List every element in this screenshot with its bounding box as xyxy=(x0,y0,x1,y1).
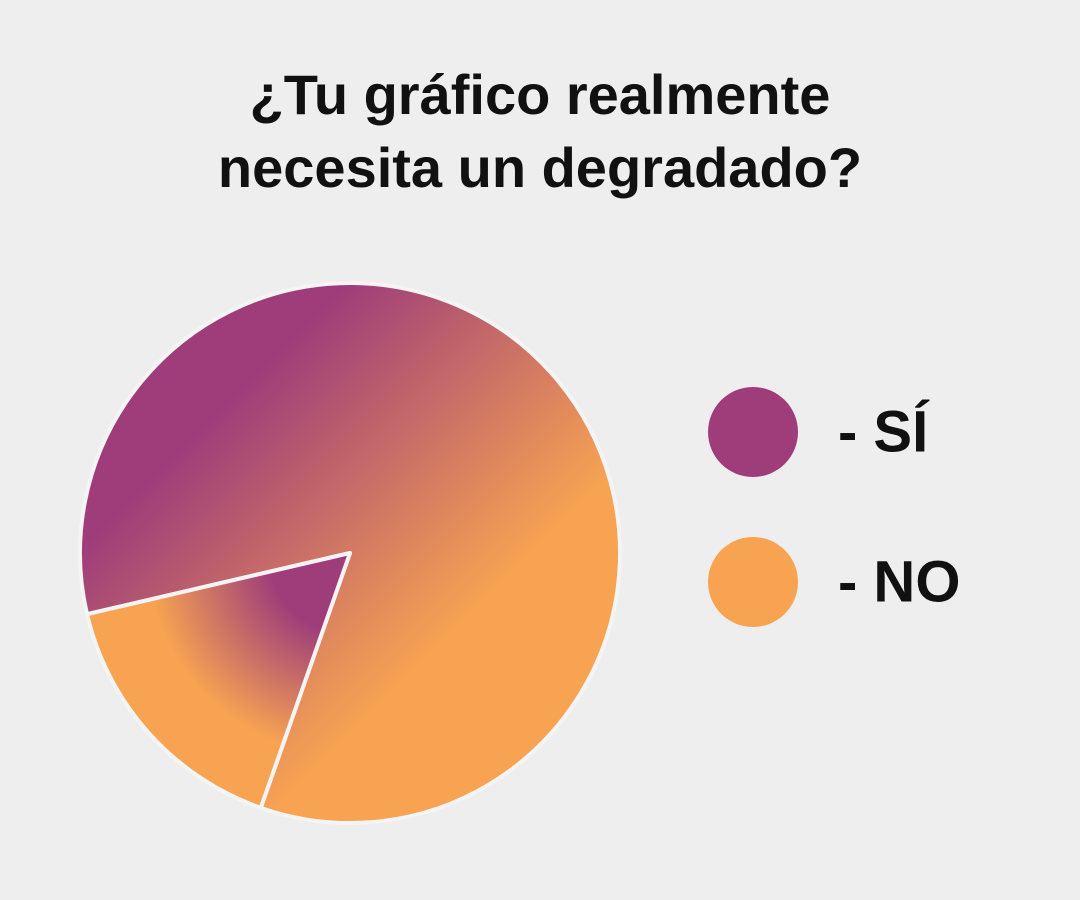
pie-slice xyxy=(85,551,352,810)
legend-label: - SÍ xyxy=(838,399,930,464)
legend-label: - NO xyxy=(838,549,960,614)
legend-swatch xyxy=(708,537,798,627)
legend-swatch xyxy=(708,387,798,477)
chart-title: ¿Tu gráfico realmente necesita un degrad… xyxy=(217,63,863,199)
